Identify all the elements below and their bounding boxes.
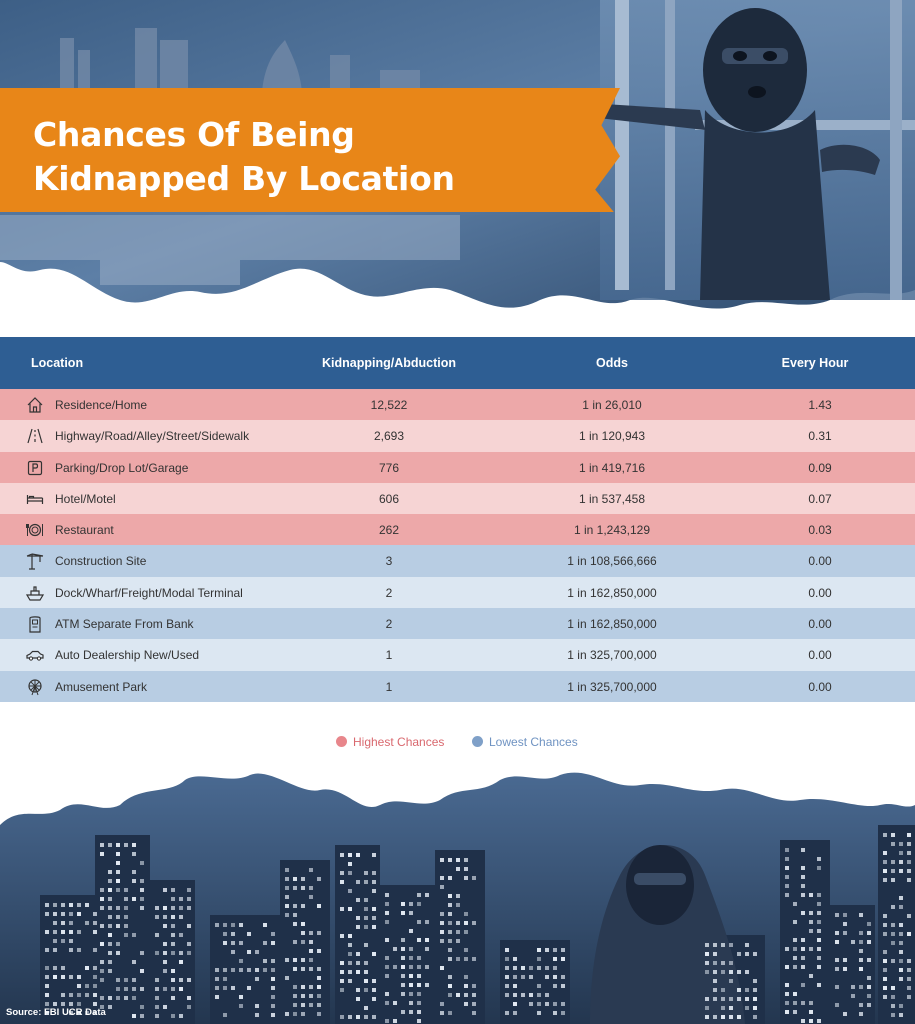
cell-odds: 1 in 325,700,000 [567, 679, 657, 694]
cell-kidnapping: 262 [378, 523, 400, 538]
table-row: Parking/Drop Lot/Garage 776 1 in 419,716… [0, 451, 915, 483]
cell-location: Auto Dealership New/Used [55, 648, 200, 663]
column-header-odds: Odds [596, 356, 628, 370]
cell-location: Hotel/Motel [55, 491, 116, 506]
cell-kidnapping: 776 [378, 460, 400, 475]
table-header: Location Kidnapping/Abduction Odds Every… [0, 337, 915, 389]
cell-kidnapping: 12,522 [370, 398, 408, 412]
cell-location: Residence/Home [55, 398, 148, 412]
column-header-kidnapping: Kidnapping/Abduction [321, 356, 457, 370]
crane-icon [26, 553, 44, 571]
cell-location: ATM Separate From Bank [55, 617, 194, 632]
cell-every-hour: 0.31 [808, 429, 832, 444]
cell-kidnapping: 2 [385, 617, 393, 632]
cell-odds: 1 in 26,010 [582, 398, 642, 412]
cell-odds: 1 in 108,566,666 [567, 554, 657, 569]
legend-low-label: Lowest Chances [489, 735, 578, 749]
atm-icon [29, 616, 41, 633]
cell-every-hour: 0.07 [808, 491, 832, 506]
parking-icon [27, 460, 43, 475]
column-header-every-hour: Every Hour [781, 356, 849, 370]
cell-every-hour: 0.00 [808, 554, 832, 569]
table-row: Hotel/Motel 606 1 in 537,458 0.07 [0, 482, 915, 515]
kidnapping-table: Location Kidnapping/Abduction Odds Every… [0, 337, 915, 702]
cell-kidnapping: 3 [385, 554, 393, 569]
table-row: Construction Site 3 1 in 108,566,666 0.0… [0, 545, 915, 577]
table-row: ATM Separate From Bank 2 1 in 162,850,00… [0, 608, 915, 640]
cell-location: Restaurant [55, 523, 114, 538]
cell-kidnapping: 2,693 [373, 429, 405, 444]
title-line-2: Kidnapped By Location [33, 159, 455, 198]
cell-location: Amusement Park [55, 679, 148, 694]
cell-location: Highway/Road/Alley/Street/Sidewalk [55, 429, 250, 444]
bed-icon [26, 494, 44, 504]
hero-banner: Chances Of Being Kidnapped By Location [0, 0, 915, 335]
column-header-location: Location [31, 356, 84, 370]
road-icon [27, 429, 43, 444]
table-row: Dock/Wharf/Freight/Modal Terminal 2 1 in… [0, 576, 915, 609]
cell-odds: 1 in 120,943 [578, 429, 646, 444]
cell-kidnapping: 2 [385, 585, 393, 600]
cell-location: Construction Site [55, 554, 147, 569]
cell-odds: 1 in 1,243,129 [573, 523, 651, 538]
cell-every-hour: 1.43 [808, 398, 832, 412]
cell-every-hour: 0.03 [808, 523, 832, 538]
cell-every-hour: 0.00 [808, 648, 832, 663]
page-title: Chances Of Being Kidnapped By Location [33, 113, 593, 201]
cell-kidnapping: 606 [378, 491, 400, 506]
city-illustration [0, 765, 915, 1024]
cell-odds: 1 in 419,716 [578, 460, 646, 475]
legend-high-dot [336, 736, 347, 747]
table-row: Auto Dealership New/Used 1 1 in 325,700,… [0, 639, 915, 671]
table-row: Amusement Park 1 1 in 325,700,000 0.00 [0, 670, 915, 702]
source-note: Source: FBI UCR Data [6, 1007, 106, 1018]
table-row: Residence/Home 12,522 1 in 26,010 1.43 [0, 389, 915, 421]
cell-every-hour: 0.09 [808, 460, 832, 475]
title-line-1: Chances Of Being [33, 115, 355, 154]
ship-icon [26, 586, 44, 601]
table-row: Highway/Road/Alley/Street/Sidewalk 2,693… [0, 420, 915, 452]
table-row: Restaurant 262 1 in 1,243,129 0.03 [0, 514, 915, 546]
cell-location: Dock/Wharf/Freight/Modal Terminal [55, 585, 243, 600]
house-icon [27, 397, 43, 413]
cell-kidnapping: 1 [385, 679, 393, 694]
legend-item-high: Highest Chances [336, 735, 444, 749]
legend-low-dot [472, 736, 483, 747]
plate-icon [26, 524, 43, 537]
building-windows [45, 833, 911, 1023]
legend-item-low: Lowest Chances [472, 735, 578, 749]
legend-high-label: Highest Chances [353, 735, 445, 749]
cell-odds: 1 in 162,850,000 [567, 585, 657, 600]
cell-location: Parking/Drop Lot/Garage [55, 460, 189, 475]
car-icon [26, 651, 44, 661]
title-banner [0, 88, 620, 212]
cell-kidnapping: 1 [385, 648, 393, 663]
cell-every-hour: 0.00 [808, 617, 832, 632]
cell-every-hour: 0.00 [808, 585, 832, 600]
ferris-wheel-icon [28, 679, 42, 695]
cell-odds: 1 in 325,700,000 [567, 648, 657, 663]
hero-background [0, 0, 915, 309]
cell-odds: 1 in 537,458 [578, 491, 646, 506]
cell-every-hour: 0.00 [808, 679, 832, 694]
city-skyline [0, 772, 915, 1024]
cell-odds: 1 in 162,850,000 [567, 617, 657, 632]
